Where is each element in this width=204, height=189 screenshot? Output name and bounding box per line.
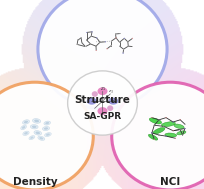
Ellipse shape [29, 136, 35, 140]
Circle shape [127, 41, 128, 42]
Ellipse shape [149, 118, 161, 124]
Text: Density: Density [12, 177, 57, 187]
Circle shape [179, 119, 180, 120]
Text: $z_3$: $z_3$ [108, 89, 113, 96]
Ellipse shape [30, 125, 38, 129]
Circle shape [158, 119, 159, 120]
Ellipse shape [86, 98, 96, 105]
Ellipse shape [44, 127, 48, 130]
Circle shape [151, 132, 152, 133]
Ellipse shape [108, 98, 118, 105]
Circle shape [67, 71, 137, 135]
Circle shape [123, 38, 124, 39]
Circle shape [106, 48, 107, 49]
Circle shape [81, 42, 82, 43]
Text: $z_1$: $z_1$ [99, 85, 106, 93]
Circle shape [38, 0, 166, 109]
Ellipse shape [39, 137, 43, 139]
Ellipse shape [44, 133, 51, 137]
Circle shape [86, 32, 87, 33]
Circle shape [84, 46, 85, 47]
Ellipse shape [45, 122, 49, 124]
Ellipse shape [22, 126, 25, 129]
Circle shape [153, 125, 154, 126]
Ellipse shape [44, 121, 50, 125]
Text: SA-GPR: SA-GPR [83, 112, 121, 121]
Ellipse shape [173, 124, 183, 129]
Ellipse shape [34, 119, 39, 122]
Circle shape [181, 135, 182, 136]
Circle shape [115, 37, 116, 38]
Ellipse shape [97, 107, 107, 115]
Circle shape [131, 46, 132, 47]
Text: $z_2$: $z_2$ [111, 96, 118, 104]
Circle shape [91, 31, 92, 32]
Circle shape [110, 45, 111, 46]
Ellipse shape [32, 125, 36, 128]
Circle shape [158, 135, 159, 136]
Circle shape [90, 36, 91, 37]
Circle shape [165, 117, 166, 118]
Circle shape [119, 33, 120, 34]
Ellipse shape [42, 126, 49, 131]
Circle shape [0, 82, 93, 189]
Circle shape [99, 42, 100, 43]
Circle shape [179, 129, 180, 130]
Circle shape [96, 37, 97, 38]
Ellipse shape [24, 132, 28, 135]
Ellipse shape [21, 125, 26, 130]
Ellipse shape [164, 133, 176, 137]
Ellipse shape [161, 122, 175, 127]
Circle shape [119, 42, 120, 43]
Circle shape [95, 50, 96, 51]
Circle shape [80, 37, 81, 38]
Ellipse shape [22, 120, 29, 124]
Circle shape [131, 38, 132, 39]
Ellipse shape [34, 131, 41, 135]
Ellipse shape [91, 91, 98, 97]
Ellipse shape [148, 134, 157, 140]
Circle shape [172, 130, 173, 131]
Ellipse shape [97, 87, 107, 95]
Ellipse shape [24, 121, 28, 123]
Circle shape [162, 126, 163, 127]
Circle shape [165, 136, 166, 137]
Ellipse shape [30, 136, 33, 139]
Ellipse shape [23, 131, 29, 136]
Ellipse shape [152, 128, 164, 134]
Circle shape [104, 41, 105, 42]
Ellipse shape [38, 136, 44, 140]
Circle shape [153, 139, 154, 140]
Circle shape [111, 82, 204, 189]
Ellipse shape [46, 133, 50, 136]
Circle shape [151, 117, 152, 118]
Circle shape [174, 138, 175, 139]
Ellipse shape [32, 119, 41, 123]
Text: Structure: Structure [74, 95, 130, 105]
Circle shape [110, 41, 111, 42]
Circle shape [76, 44, 77, 45]
Ellipse shape [35, 132, 40, 134]
Ellipse shape [176, 131, 185, 135]
Circle shape [122, 53, 123, 54]
Circle shape [90, 43, 91, 44]
Text: NCI: NCI [159, 177, 179, 187]
Ellipse shape [106, 105, 113, 111]
